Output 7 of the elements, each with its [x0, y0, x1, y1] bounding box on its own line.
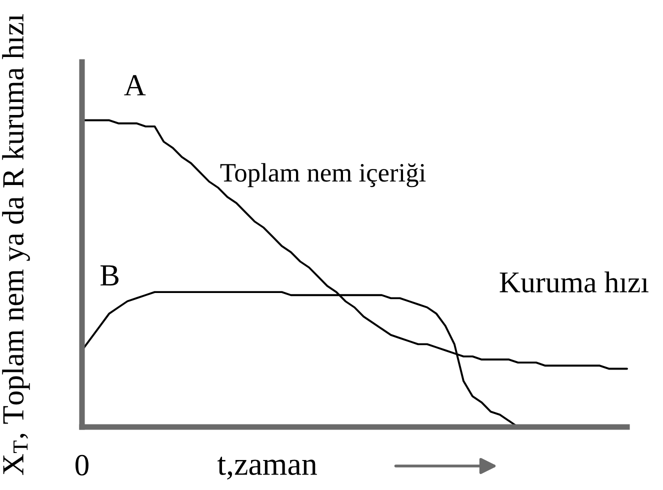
- annotation: B: [100, 265, 118, 286]
- series-label: Toplam nem içeriği: [220, 163, 426, 188]
- x-axis-title: t,zaman: [218, 456, 317, 480]
- text: 0: [76, 454, 88, 476]
- y-axis-title: X$_{T}$, Toplam nem ya da R kuruma hızı: [2, 14, 30, 475]
- text: A: [124, 75, 146, 96]
- text: Kuruma hızı: [500, 271, 648, 292]
